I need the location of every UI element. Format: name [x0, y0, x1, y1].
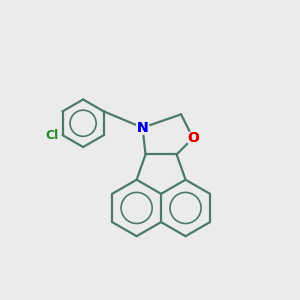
Circle shape: [186, 132, 200, 145]
Text: N: N: [137, 121, 148, 135]
Text: Cl: Cl: [46, 129, 59, 142]
Circle shape: [136, 121, 149, 134]
Text: N: N: [137, 121, 148, 135]
Text: O: O: [187, 131, 199, 145]
Text: O: O: [187, 131, 199, 145]
